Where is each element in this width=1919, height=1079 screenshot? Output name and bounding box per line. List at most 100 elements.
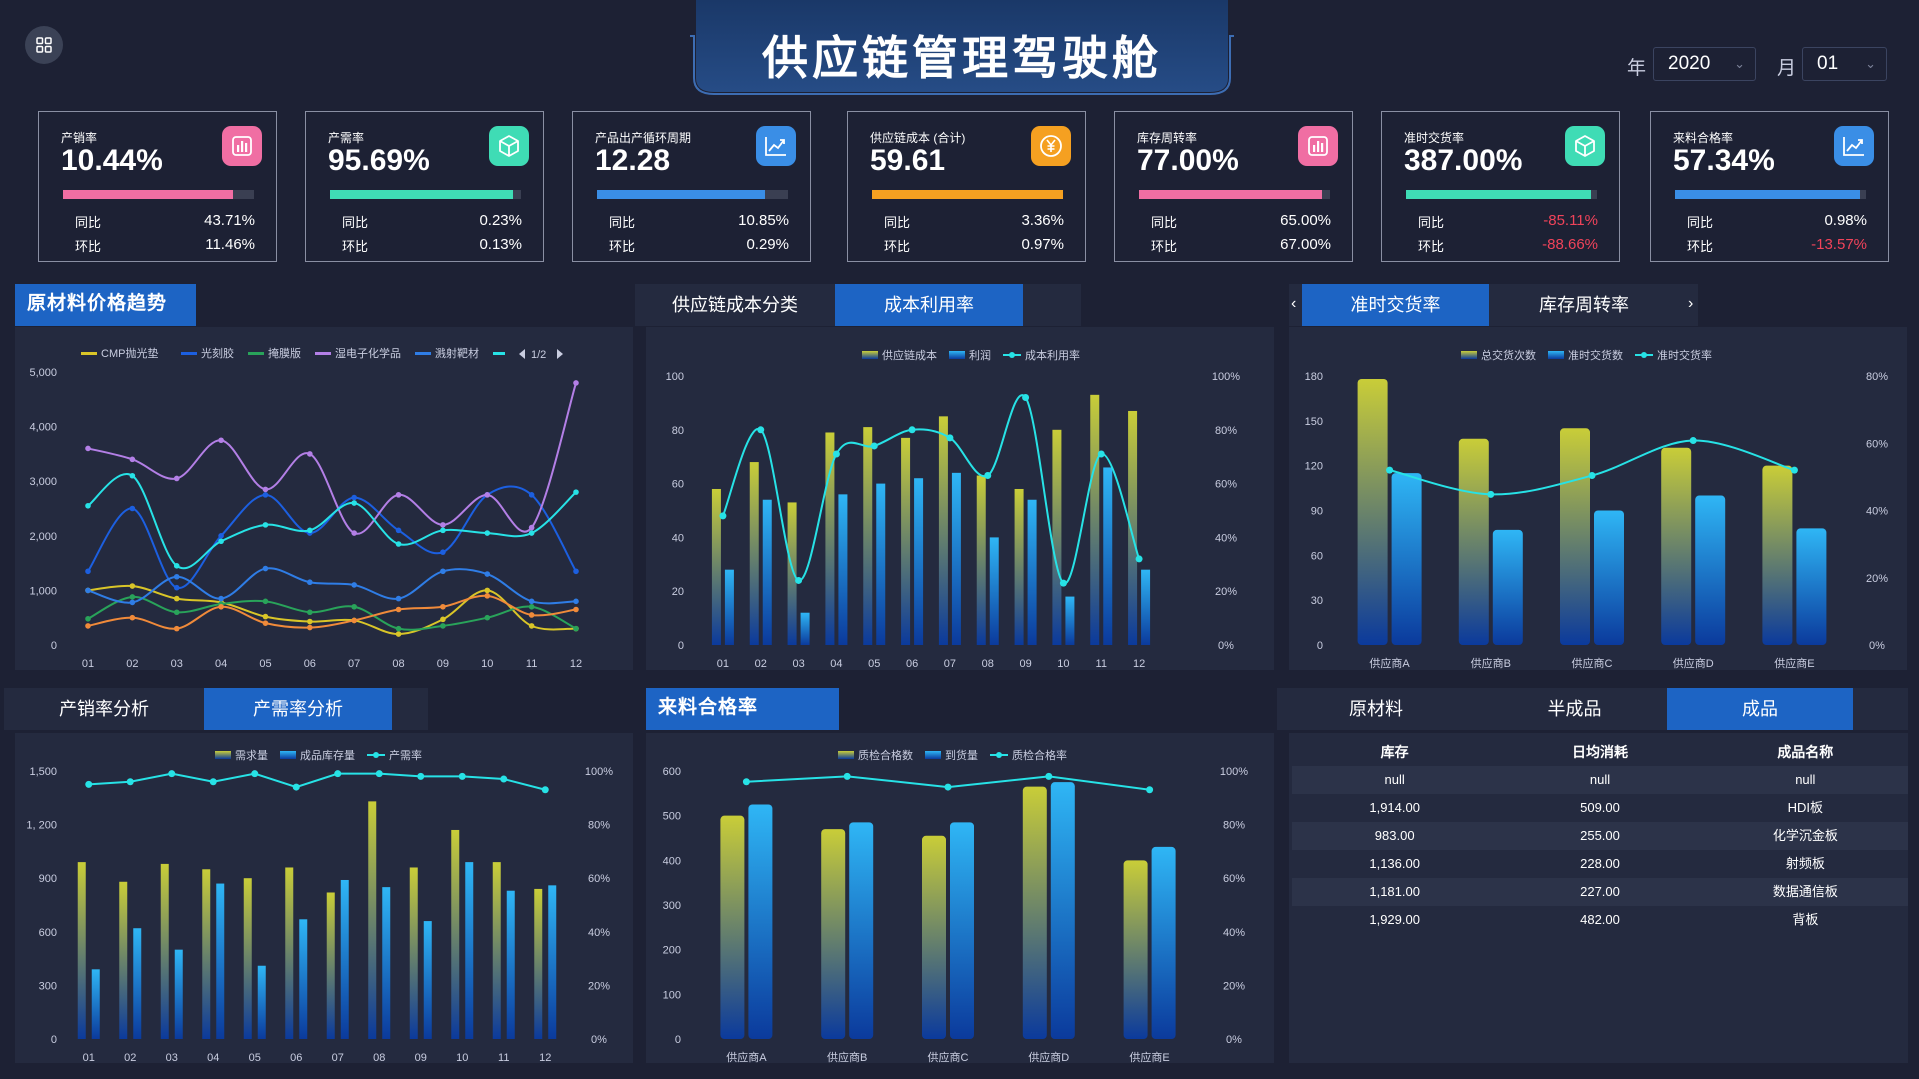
- data-point: [395, 631, 402, 637]
- legend-label: 准时交货率: [1657, 348, 1712, 362]
- tab-raw-material[interactable]: 原材料: [1349, 699, 1403, 719]
- kpi-mom-value: 67.00%: [1280, 236, 1331, 253]
- y-tick-label: 0: [675, 1034, 681, 1046]
- bar: [825, 432, 835, 645]
- x-tick-label: 04: [830, 658, 842, 670]
- x-tick-label: 供应商A: [726, 1050, 767, 1064]
- bar: [119, 881, 128, 1039]
- bar: [821, 829, 846, 1039]
- kpi-value: 95.69%: [328, 144, 430, 177]
- data-point: [528, 524, 535, 531]
- x-tick-label: 06: [906, 658, 918, 670]
- tab-semi-finished[interactable]: 半成品: [1547, 699, 1602, 719]
- incoming-chart: 600 500 400 300 200 100 0 100% 80% 60% 40% 20% 0% 供应商…: [663, 748, 1249, 1064]
- data-point: [129, 594, 136, 600]
- y-tick-label: 600: [663, 766, 681, 778]
- kpi-name: 来料合格率: [1673, 131, 1734, 145]
- data-point: [262, 492, 269, 498]
- data-point: [984, 472, 992, 480]
- data-point: [742, 778, 750, 786]
- kpi-name: 供应链成本 (合计): [870, 131, 966, 145]
- tab-production-sales[interactable]: 产销率分析: [59, 699, 149, 719]
- data-point: [129, 599, 136, 606]
- kpi-value: 387.00%: [1404, 144, 1523, 177]
- bar: [1022, 786, 1047, 1039]
- legend-label: 质检合格数: [858, 748, 913, 762]
- yuan-icon: [1031, 126, 1071, 166]
- data-point: [1022, 394, 1030, 402]
- x-tick-label: 12: [539, 1052, 551, 1064]
- data-point: [395, 625, 402, 632]
- data-point: [173, 584, 180, 591]
- x-tick-label: 01: [717, 658, 729, 670]
- kpi-progress-bar: [330, 190, 521, 199]
- tab-finished-goods[interactable]: 成品: [1667, 688, 1853, 730]
- data-point: [528, 598, 535, 605]
- table-cell: 背板: [1792, 912, 1819, 927]
- kpi-yoy-label: 同比: [1418, 215, 1445, 230]
- data-point: [757, 426, 765, 434]
- menu-button[interactable]: [25, 26, 63, 64]
- data-point: [395, 595, 402, 602]
- rate-line: [1389, 439, 1795, 496]
- y2-tick-label: 100%: [1220, 766, 1248, 778]
- data-point: [262, 620, 269, 626]
- bar: [976, 475, 986, 645]
- x-tick-label: 11: [498, 1052, 509, 1064]
- legend-label: 掩膜版: [268, 346, 301, 360]
- tab-production-demand[interactable]: 产需率分析: [204, 688, 392, 730]
- tab-ontime-delivery[interactable]: 准时交货率: [1302, 284, 1489, 326]
- y2-tick-label: 20%: [1215, 586, 1237, 598]
- data-point: [1059, 579, 1067, 587]
- chevron-left-icon[interactable]: ‹: [1291, 295, 1297, 312]
- rate-line: [721, 394, 1141, 585]
- bar: [1103, 467, 1113, 645]
- bar: [1141, 569, 1151, 645]
- bar: [800, 612, 810, 645]
- table-cell: 228.00: [1580, 856, 1620, 871]
- kpi-mom-value: 11.46%: [205, 236, 255, 253]
- y2-tick-label: 80%: [1223, 820, 1245, 832]
- bar: [423, 921, 432, 1039]
- legend-swatch: [1641, 352, 1647, 358]
- data-point: [262, 565, 269, 572]
- data-point: [440, 568, 446, 575]
- data-point: [573, 598, 579, 605]
- data-point: [573, 489, 579, 495]
- y2-tick-label: 40%: [588, 927, 610, 939]
- data-point: [1487, 490, 1495, 498]
- legend-swatch: [1009, 352, 1015, 358]
- tab-inventory-turnover[interactable]: 库存周转率: [1539, 295, 1629, 315]
- tab-cost-category[interactable]: 供应链成本分类: [672, 295, 798, 315]
- tab-cost-utilization[interactable]: 成本利用率: [835, 284, 1023, 326]
- bar: [1014, 488, 1024, 645]
- legend-swatch: [280, 751, 296, 759]
- data-point: [440, 549, 446, 555]
- kpi-yoy-value: 3.36%: [1021, 212, 1064, 229]
- y-tick-label: 0: [1317, 640, 1323, 652]
- legend-prev-icon: [519, 349, 525, 359]
- data-point: [351, 500, 357, 506]
- legend-label: 成品库存量: [300, 748, 355, 762]
- kpi-card: 库存周转率 77.00% 同比 65.00% 环比 67.00%: [1114, 111, 1353, 262]
- year-select[interactable]: 2020 ⌄: [1653, 47, 1756, 81]
- data-point: [218, 538, 224, 545]
- legend-swatch: [949, 351, 965, 359]
- page-title: 供应链管理驾驶舱: [762, 32, 1162, 84]
- y2-tick-label: 100%: [585, 766, 613, 778]
- chevron-right-icon[interactable]: ›: [1688, 295, 1694, 312]
- cube-icon: [1565, 126, 1605, 166]
- x-tick-label: 03: [166, 1052, 178, 1064]
- x-tick-label: 11: [526, 658, 537, 670]
- data-point: [484, 614, 491, 621]
- data-point: [262, 598, 269, 605]
- legend-swatch: [81, 352, 97, 355]
- legend-swatch: [925, 751, 941, 759]
- month-select[interactable]: 01 ⌄: [1802, 47, 1887, 81]
- kpi-yoy-label: 同比: [342, 215, 369, 230]
- table-cell: null: [1384, 772, 1405, 787]
- y-tick-label: 1,000: [29, 585, 57, 597]
- bar: [506, 890, 515, 1039]
- bar: [340, 879, 349, 1039]
